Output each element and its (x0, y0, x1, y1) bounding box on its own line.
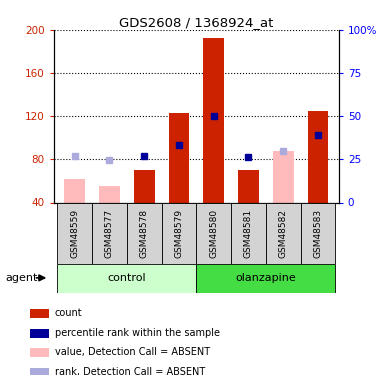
Text: GSM48579: GSM48579 (174, 209, 184, 258)
Bar (30, 368, 49, 375)
Text: control: control (107, 273, 146, 284)
Bar (57, 264, 196, 292)
Bar (30, 309, 49, 318)
Bar (273, 151, 294, 202)
Bar (162, 202, 196, 264)
Text: value, Detection Call = ABSENT: value, Detection Call = ABSENT (55, 348, 210, 357)
Text: count: count (55, 309, 82, 318)
Bar (308, 111, 328, 202)
Bar (266, 202, 301, 264)
Text: GSM48577: GSM48577 (105, 209, 114, 258)
Bar (30, 328, 49, 338)
Text: GSM48582: GSM48582 (279, 209, 288, 258)
Bar (134, 170, 155, 202)
Text: GSM48559: GSM48559 (70, 209, 79, 258)
Text: GSM48578: GSM48578 (140, 209, 149, 258)
Text: GSM48583: GSM48583 (313, 209, 323, 258)
Bar (99, 186, 120, 202)
Bar (196, 264, 335, 292)
Bar (127, 202, 162, 264)
Bar (169, 113, 189, 202)
Bar (57, 202, 92, 264)
Text: agent: agent (6, 273, 38, 283)
Bar (64, 179, 85, 203)
Bar (196, 202, 231, 264)
Bar (231, 202, 266, 264)
Text: GSM48581: GSM48581 (244, 209, 253, 258)
Text: percentile rank within the sample: percentile rank within the sample (55, 328, 220, 338)
Bar (203, 38, 224, 203)
Bar (238, 170, 259, 202)
Bar (30, 348, 49, 357)
Text: GSM48580: GSM48580 (209, 209, 218, 258)
Bar (92, 202, 127, 264)
Bar (301, 202, 335, 264)
Title: GDS2608 / 1368924_at: GDS2608 / 1368924_at (119, 16, 273, 29)
Text: rank, Detection Call = ABSENT: rank, Detection Call = ABSENT (55, 367, 205, 375)
Text: olanzapine: olanzapine (236, 273, 296, 284)
